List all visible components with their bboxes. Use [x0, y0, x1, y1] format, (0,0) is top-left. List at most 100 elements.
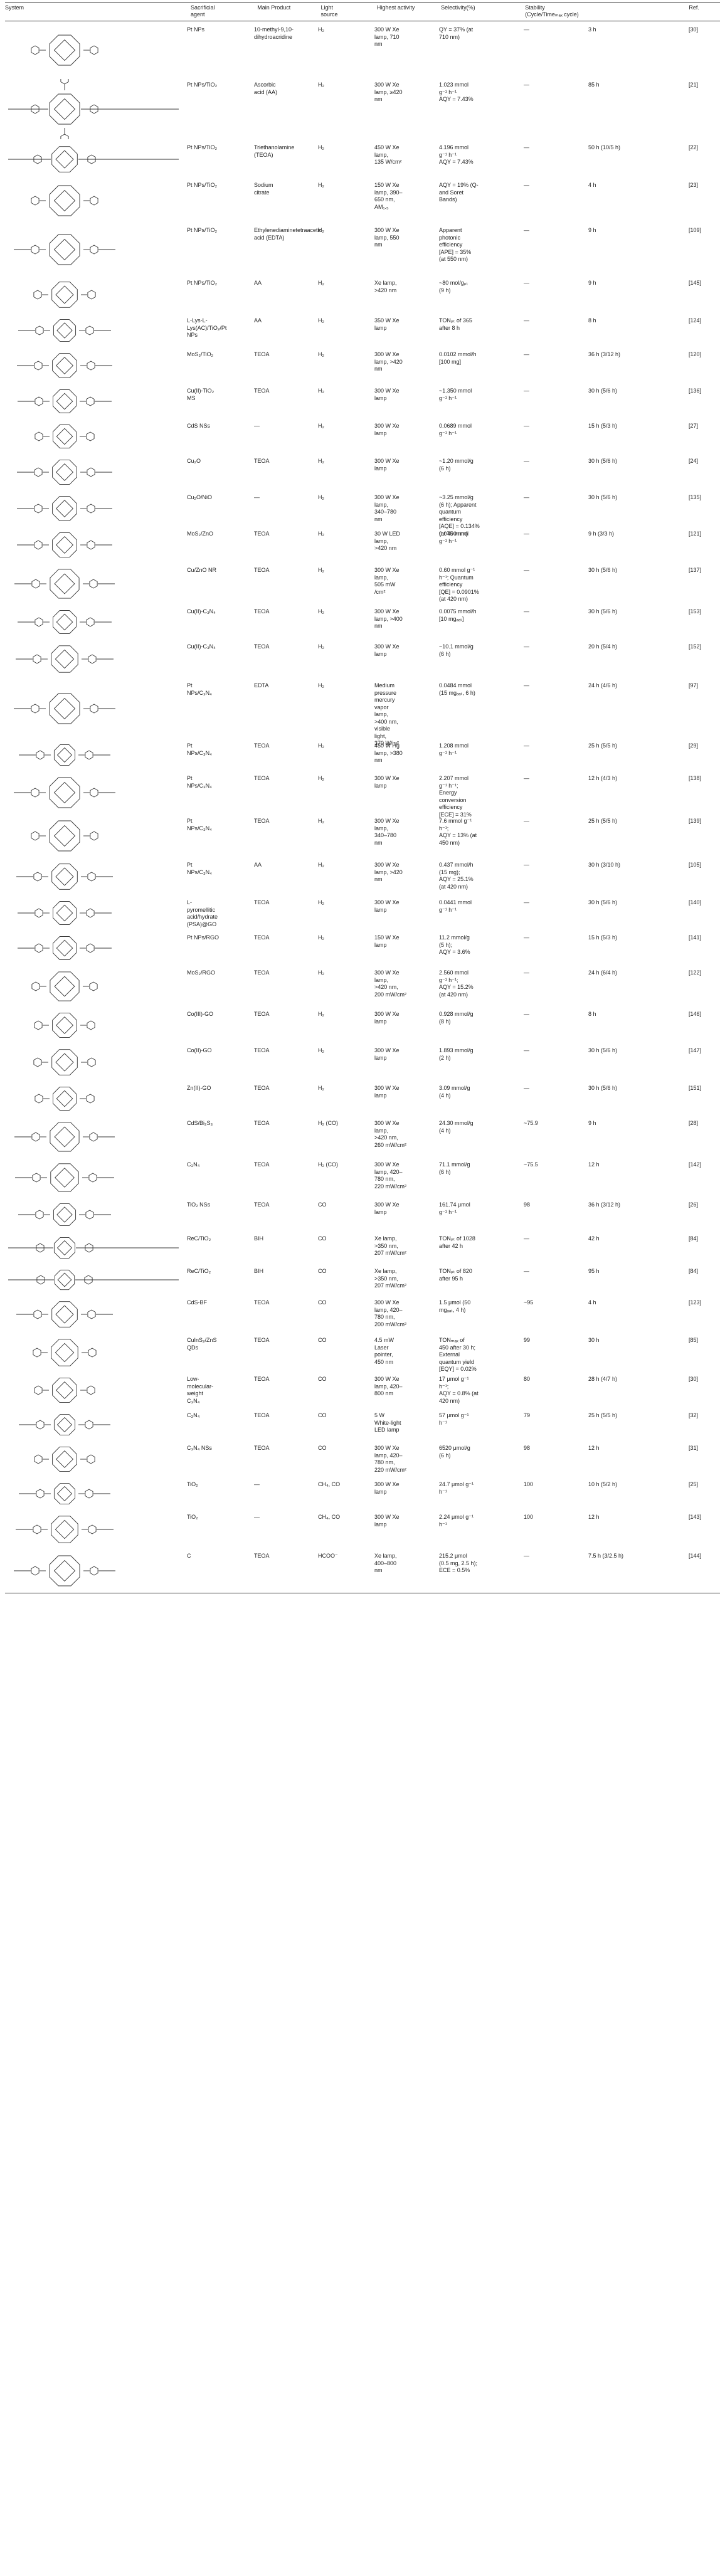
ref-cell[interactable]: [97]: [689, 682, 699, 689]
main-product-cell: H₂: [318, 1011, 324, 1017]
ref-cell[interactable]: [21]: [689, 82, 699, 88]
light-source-cell: 300 W Xe lamp, 420– 780 nm, 200 mW/cm²: [374, 1299, 407, 1328]
stability-cell: 30 h (3/10 h): [588, 862, 621, 868]
selectivity-cell: —: [524, 531, 529, 537]
table-row: CdS/Bi₂S₃ TEOA H₂ (CO) 300 W Xe lamp, >420 …: [5, 1115, 720, 1156]
light-source-cell: 300 W Xe lamp: [374, 423, 400, 436]
sacrificial-agent-cell: TEOA: [254, 1299, 270, 1306]
ref-cell[interactable]: [84]: [689, 1235, 699, 1242]
ref-cell[interactable]: [85]: [689, 1337, 699, 1343]
ref-cell[interactable]: [22]: [689, 144, 699, 150]
ref-cell[interactable]: [153]: [689, 608, 702, 615]
stability-cell: 15 h (5/3 h): [588, 934, 618, 941]
light-source-cell: Medium pressure mercury vapor lamp, >400…: [374, 682, 400, 746]
table-row: CdS-BF TEOA CO 300 W Xe lamp, 420– 780 nm, …: [5, 1294, 720, 1332]
ref-cell[interactable]: [122]: [689, 969, 702, 976]
structure-cell: [5, 383, 187, 418]
ref-cell[interactable]: [144]: [689, 1553, 702, 1559]
table-row: Pt NPs/C₃N₄ EDTA H₂ Medium pressure mercury…: [5, 677, 720, 746]
highest-activity-cell: ~3.25 mmol/g (6 h); Apparent quantum eff…: [439, 494, 480, 537]
selectivity-cell: —: [524, 82, 529, 88]
ref-cell[interactable]: [32]: [689, 1412, 699, 1418]
data-table: System Sacrificial agent Main Product Li…: [5, 3, 720, 1592]
ref-cell[interactable]: [27]: [689, 423, 699, 429]
structure-cell: [5, 603, 187, 638]
system-cell: CuInS₂/ZnS QDs: [187, 1337, 217, 1351]
selectivity-cell: —: [524, 494, 529, 500]
highest-activity-cell: 0.0102 mmol/h [100 mg]: [439, 351, 477, 365]
selectivity-cell: —: [524, 351, 529, 357]
light-source-cell: 300 W Xe lamp, >420 nm, 260 mW/cm²: [374, 1120, 407, 1148]
molecule-structure-porphyrin-carboxy: [18, 389, 112, 413]
highest-activity-cell: 11.2 mmol/g (5 h); AQY = 3.6%: [439, 934, 470, 955]
light-source-cell: 150 W Xe lamp, 390– 650 nm, AM₁.₅: [374, 182, 403, 210]
selectivity-cell: —: [524, 317, 529, 324]
stability-cell: 12 h: [588, 1445, 600, 1451]
ref-cell[interactable]: [105]: [689, 862, 702, 868]
ref-cell[interactable]: [24]: [689, 458, 699, 464]
highest-activity-cell: 0.075 mmol g⁻¹ h⁻¹: [439, 531, 469, 544]
ref-cell[interactable]: [28]: [689, 1120, 699, 1126]
main-product-cell: CO: [318, 1376, 327, 1382]
light-source-cell: 300 W Xe lamp: [374, 1514, 400, 1528]
highest-activity-cell: 2.207 mmol g⁻¹ h⁻¹; Energy conversion ef…: [439, 775, 472, 818]
system-cell: CdS-BF: [187, 1299, 208, 1306]
table-row: Co(II)-GO TEOA H₂ 300 W Xe lamp 1.893 mmol/g…: [5, 1042, 720, 1080]
selectivity-cell: —: [524, 608, 529, 615]
ref-cell[interactable]: [25]: [689, 1481, 699, 1487]
structure-cell: [5, 638, 187, 677]
header-sacrificial-agent: Sacrificial agent: [190, 4, 215, 18]
ref-cell[interactable]: [30]: [689, 26, 699, 33]
structure-cell: [5, 1006, 187, 1042]
ref-cell[interactable]: [26]: [689, 1201, 699, 1208]
ref-cell[interactable]: [143]: [689, 1514, 702, 1520]
ref-cell[interactable]: [124]: [689, 317, 702, 324]
stability-cell: 10 h (5/2 h): [588, 1481, 618, 1487]
molecule-structure-porphyrin-carboxy: [18, 1203, 111, 1227]
ref-cell[interactable]: [30]: [689, 1376, 699, 1382]
highest-activity-cell: 0.437 mmol/h (15 mg); AQY = 25.1% (at 42…: [439, 862, 474, 890]
ref-cell[interactable]: [84]: [689, 1268, 699, 1274]
header-selectivity: Selectivity(%): [441, 4, 475, 11]
ref-cell[interactable]: [139]: [689, 818, 702, 824]
sacrificial-agent-cell: —: [254, 1481, 260, 1487]
molecule-structure-porphyrin-hydroxy: [18, 936, 112, 960]
stability-cell: 95 h: [588, 1268, 600, 1274]
main-product-cell: CO: [318, 1201, 327, 1208]
sacrificial-agent-cell: Sodium citrate: [254, 182, 273, 196]
main-product-cell: CH₄, CO: [318, 1514, 341, 1520]
ref-cell[interactable]: [135]: [689, 494, 702, 500]
sacrificial-agent-cell: TEOA: [254, 531, 270, 537]
ref-cell[interactable]: [121]: [689, 531, 702, 537]
stability-cell: 30 h (5/6 h): [588, 388, 618, 394]
ref-cell[interactable]: [137]: [689, 567, 702, 573]
system-cell: C₃N₄ NSs: [187, 1445, 212, 1451]
ref-cell[interactable]: [151]: [689, 1085, 702, 1091]
stability-cell: 20 h (5/4 h): [588, 643, 618, 650]
highest-activity-cell: 17 μmol g⁻¹ h⁻¹; AQY = 0.8% (at 420 nm): [439, 1376, 479, 1404]
sacrificial-agent-cell: 10-methyl-9,10-dihydroacridine: [254, 26, 294, 40]
stability-cell: 30 h (5/6 h): [588, 1085, 618, 1091]
sacrificial-agent-cell: TEOA: [254, 775, 270, 781]
ref-cell[interactable]: [140]: [689, 899, 702, 905]
ref-cell[interactable]: [152]: [689, 643, 702, 650]
stability-cell: 30 h (5/6 h): [588, 458, 618, 464]
ref-cell[interactable]: [138]: [689, 775, 702, 781]
ref-cell[interactable]: [109]: [689, 227, 702, 233]
light-source-cell: 300 W Xe lamp: [374, 388, 400, 401]
ref-cell[interactable]: [31]: [689, 1445, 699, 1451]
ref-cell[interactable]: [23]: [689, 182, 699, 188]
highest-activity-cell: 0.60 mmol g⁻¹ h⁻¹; Quantum efficiency [Q…: [439, 567, 479, 602]
ref-cell[interactable]: [142]: [689, 1161, 702, 1168]
light-source-cell: 300 W Xe lamp, >420 nm, 200 mW/cm²: [374, 969, 407, 998]
ref-cell[interactable]: [141]: [689, 934, 702, 941]
ref-cell[interactable]: [29]: [689, 742, 699, 749]
highest-activity-cell: 0.0075 mmol/h [10 mgₐₐₜ]: [439, 608, 477, 622]
system-cell: C₃N₄: [187, 1412, 200, 1418]
ref-cell[interactable]: [147]: [689, 1047, 702, 1053]
ref-cell[interactable]: [123]: [689, 1299, 702, 1306]
ref-cell[interactable]: [146]: [689, 1011, 702, 1017]
ref-cell[interactable]: [136]: [689, 388, 702, 394]
ref-cell[interactable]: [120]: [689, 351, 702, 357]
ref-cell[interactable]: [145]: [689, 280, 702, 286]
